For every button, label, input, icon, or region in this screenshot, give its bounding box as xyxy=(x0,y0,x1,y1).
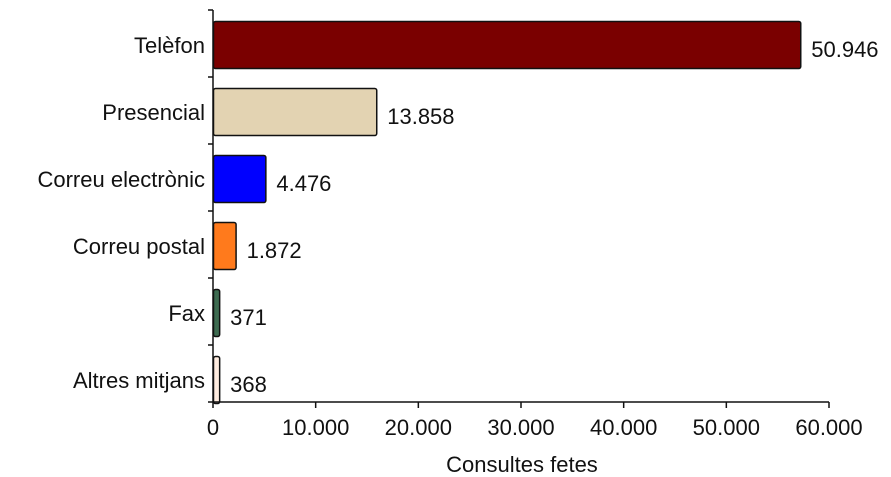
value-labels-group: 50.946 13.858 4.476 1.872 371 368 xyxy=(230,37,878,397)
value-label-fax: 371 xyxy=(230,305,267,330)
category-labels-group: Telèfon Presencial Correu electrònic Correu… xyxy=(37,33,205,393)
category-label-correu-postal: Correu postal xyxy=(73,234,205,259)
value-label-presencial: 13.858 xyxy=(387,104,454,129)
category-label-fax: Fax xyxy=(168,301,205,326)
bar-altres-mitjans xyxy=(212,355,221,405)
category-label-presencial: Presencial xyxy=(102,100,205,125)
bars-group xyxy=(212,20,802,405)
x-tick-label: 60.000 xyxy=(795,415,862,440)
bar-correu-electronic xyxy=(212,154,267,204)
x-tick-label: 40.000 xyxy=(590,415,657,440)
x-tick-label: 30.000 xyxy=(487,415,554,440)
category-label-telefon: Telèfon xyxy=(134,33,205,58)
category-label-correu-electronic: Correu electrònic xyxy=(37,167,205,192)
x-tick-label: 20.000 xyxy=(385,415,452,440)
x-tick-label: 10.000 xyxy=(282,415,349,440)
bar-fax xyxy=(212,288,221,338)
x-axis-title: Consultes fetes xyxy=(446,452,598,477)
bar-correu-postal xyxy=(212,221,237,271)
x-tick-label: 50.000 xyxy=(693,415,760,440)
category-label-altres-mitjans: Altres mitjans xyxy=(73,368,205,393)
value-label-correu-postal: 1.872 xyxy=(247,238,302,263)
x-tick-label: 0 xyxy=(207,415,219,440)
bar-telefon xyxy=(212,20,802,70)
value-label-altres-mitjans: 368 xyxy=(230,372,267,397)
bar-presencial xyxy=(212,87,378,137)
value-label-telefon: 50.946 xyxy=(811,37,878,62)
axes-group: 0 10.000 20.000 30.000 40.000 50.000 60.000 xyxy=(207,9,863,440)
value-label-correu-electronic: 4.476 xyxy=(276,171,331,196)
